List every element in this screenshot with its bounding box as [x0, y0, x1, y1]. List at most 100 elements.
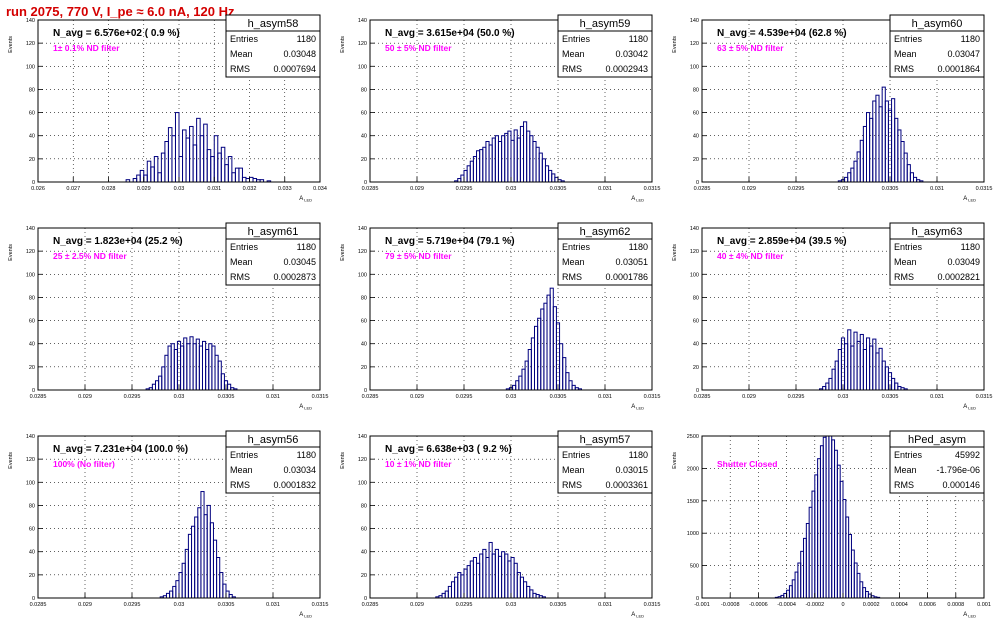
- y-tick-label: 100: [690, 64, 699, 70]
- stats-key-rms: RMS: [894, 272, 914, 282]
- histogram-bin: [143, 174, 148, 183]
- n-avg-label: N_avg = 2.859e+04 (39.5 %): [717, 236, 847, 247]
- x-tick-label: 0.0315: [644, 394, 661, 400]
- n-avg-label: N_avg = 6.638e+03 ( 9.2 %): [385, 444, 512, 455]
- histogram-pad-h_asym57: 0.0285 0.029 0.0295 0.03 0.0305 0.031 0.0315 0 2…: [340, 430, 661, 619]
- y-tick-label: 60: [361, 111, 367, 117]
- y-axis-label: Events: [340, 452, 346, 469]
- stats-box: [225, 222, 321, 286]
- x-tick-label: 0.0295: [124, 394, 141, 400]
- x-tick-label: 0.0285: [694, 394, 711, 400]
- stats-title: hPed_asym: [908, 434, 966, 446]
- histogram-bin: [160, 152, 166, 183]
- y-tick-label: 100: [26, 480, 35, 486]
- y-tick-label: 140: [26, 226, 35, 232]
- stats-title: h_asym59: [580, 18, 631, 30]
- stats-key-rms: RMS: [230, 64, 250, 74]
- stats-key-rms: RMS: [230, 480, 250, 490]
- filter-annotation: 25 ± 2.5% ND filter: [53, 251, 127, 261]
- y-axis-label: Events: [340, 244, 346, 261]
- stats-value-mean: 0.03015: [615, 465, 648, 475]
- x-tick-label: 0.0285: [362, 602, 379, 608]
- x-tick-label: 0.03: [838, 186, 849, 192]
- histogram-pad-hPed_asym: -0.001 -0.0008 -0.0006 -0.0004 -0.0002 0 0.000…: [672, 430, 991, 619]
- stats-value-rms: 0.0002821: [937, 272, 980, 282]
- stats-key-entries: Entries: [894, 34, 923, 44]
- stats-key-mean: Mean: [230, 257, 253, 267]
- n-avg-label: N_avg = 6.576e+02 ( 0.9 %): [53, 28, 180, 39]
- stats-key-mean: Mean: [894, 257, 917, 267]
- x-tick-label: 0.0295: [124, 602, 141, 608]
- stats-key-mean: Mean: [230, 49, 253, 59]
- x-axis-label-sub: LED: [304, 406, 312, 411]
- x-tick-label: 0.031: [598, 394, 612, 400]
- x-tick-label: 0.0006: [919, 602, 936, 608]
- stats-box: [889, 222, 985, 286]
- x-tick-label: 0.029: [78, 602, 92, 608]
- x-axis-label: ALED: [631, 612, 644, 619]
- x-tick-label: 0.03: [174, 394, 185, 400]
- filter-annotation: Shutter Closed: [717, 459, 777, 469]
- y-tick-label: 100: [690, 272, 699, 278]
- x-tick-label: 0.0295: [456, 186, 473, 192]
- y-tick-label: 60: [693, 111, 699, 117]
- x-tick-label: -0.0008: [721, 602, 740, 608]
- x-tick-label: 0.0305: [882, 186, 899, 192]
- y-tick-label: 140: [358, 434, 367, 440]
- stats-box: [225, 14, 321, 78]
- x-tick-label: 0.0305: [218, 394, 235, 400]
- histogram-pad-h_asym62: 0.0285 0.029 0.0295 0.03 0.0305 0.031 0.0315 0 2…: [340, 222, 661, 411]
- x-tick-label: 0.0315: [644, 186, 661, 192]
- histogram-bin: [136, 174, 141, 183]
- x-tick-label: 0.027: [66, 186, 80, 192]
- x-axis-label: ALED: [963, 196, 976, 203]
- y-tick-label: 0: [696, 388, 699, 394]
- x-axis-label-main: A: [299, 404, 303, 410]
- x-axis-label-main: A: [631, 196, 635, 202]
- x-tick-label: 0.029: [137, 186, 151, 192]
- n-avg-label: N_avg = 3.615e+04 (50.0 %): [385, 28, 515, 39]
- stats-value-rms: 0.000146: [942, 480, 980, 490]
- histogram-pad-h_asym59: 0.0285 0.029 0.0295 0.03 0.0305 0.031 0.0315 0 2…: [340, 14, 661, 203]
- x-axis-label-sub: LED: [968, 614, 976, 619]
- x-axis-label: ALED: [631, 404, 644, 411]
- y-tick-label: 120: [26, 457, 35, 463]
- y-tick-label: 120: [26, 41, 35, 47]
- histogram-bin: [210, 156, 215, 183]
- x-axis-label: ALED: [631, 196, 644, 203]
- x-tick-label: -0.0002: [805, 602, 824, 608]
- x-axis-label-main: A: [631, 612, 635, 618]
- y-tick-label: 40: [29, 134, 35, 140]
- histogram-bin: [196, 117, 201, 183]
- x-tick-label: -0.0004: [777, 602, 796, 608]
- y-tick-label: 40: [693, 134, 699, 140]
- x-axis-label-main: A: [631, 404, 635, 410]
- y-tick-label: 20: [361, 573, 367, 579]
- y-tick-label: 60: [29, 527, 35, 533]
- stats-key-mean: Mean: [562, 465, 585, 475]
- y-tick-label: 0: [32, 180, 35, 186]
- x-tick-label: 0.0305: [550, 602, 567, 608]
- x-axis-label-main: A: [299, 196, 303, 202]
- y-tick-label: 140: [358, 226, 367, 232]
- stats-key-mean: Mean: [562, 49, 585, 59]
- filter-annotation: 100% (No filter): [53, 459, 115, 469]
- x-tick-label: 0.0315: [976, 394, 993, 400]
- stats-key-entries: Entries: [562, 34, 591, 44]
- x-tick-label: 0.029: [410, 394, 424, 400]
- x-tick-label: 0.0008: [947, 602, 964, 608]
- y-tick-label: 40: [361, 342, 367, 348]
- x-tick-label: 0.0315: [312, 602, 329, 608]
- x-tick-label: 0.031: [207, 186, 221, 192]
- x-tick-label: 0.0285: [362, 186, 379, 192]
- stats-value-mean: 0.03042: [615, 49, 648, 59]
- stats-value-rms: 0.0003361: [605, 480, 648, 490]
- x-tick-label: 0: [841, 602, 844, 608]
- x-tick-label: 0.0315: [644, 602, 661, 608]
- y-tick-label: 20: [361, 157, 367, 163]
- stats-key-entries: Entries: [894, 450, 923, 460]
- y-tick-label: 140: [26, 18, 35, 24]
- y-tick-label: 120: [690, 41, 699, 47]
- x-axis-label-sub: LED: [304, 198, 312, 203]
